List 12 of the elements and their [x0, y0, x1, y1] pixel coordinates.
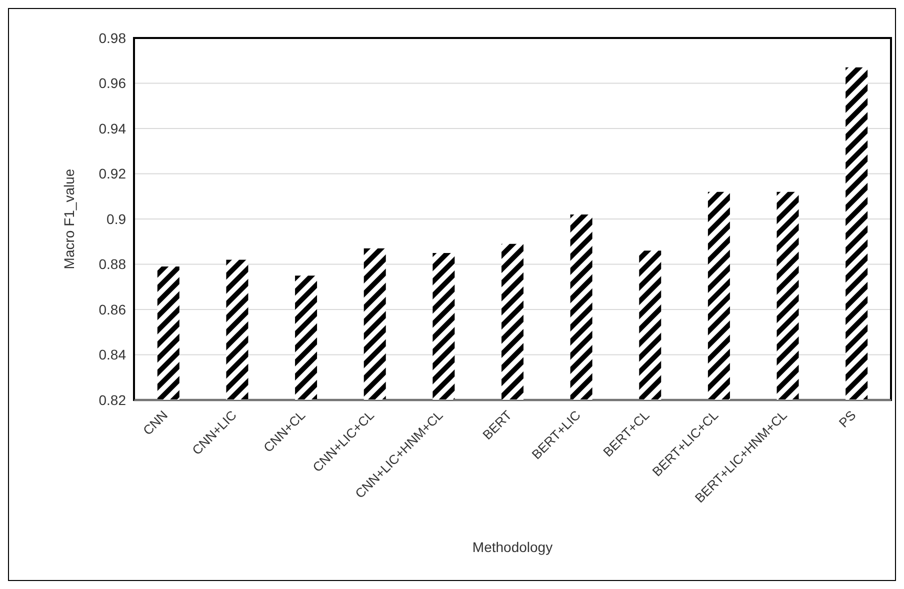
x-tick-label: PS [836, 407, 859, 430]
y-tick-label: 0.96 [98, 75, 126, 92]
y-tick-label: 0.92 [98, 166, 126, 182]
y-tick-label: 0.84 [98, 346, 126, 363]
y-tick-label: 0.82 [98, 392, 126, 408]
y-axis-title: Macro F1_value [60, 168, 77, 270]
y-tick-label: 0.86 [98, 301, 126, 318]
y-tick-label: 0.94 [98, 120, 126, 136]
y-tick-label: 0.9 [106, 210, 126, 227]
y-tick-label: 0.98 [98, 30, 126, 46]
x-axis-title: Methodology [472, 539, 553, 555]
y-tick-label: 0.88 [98, 256, 126, 272]
